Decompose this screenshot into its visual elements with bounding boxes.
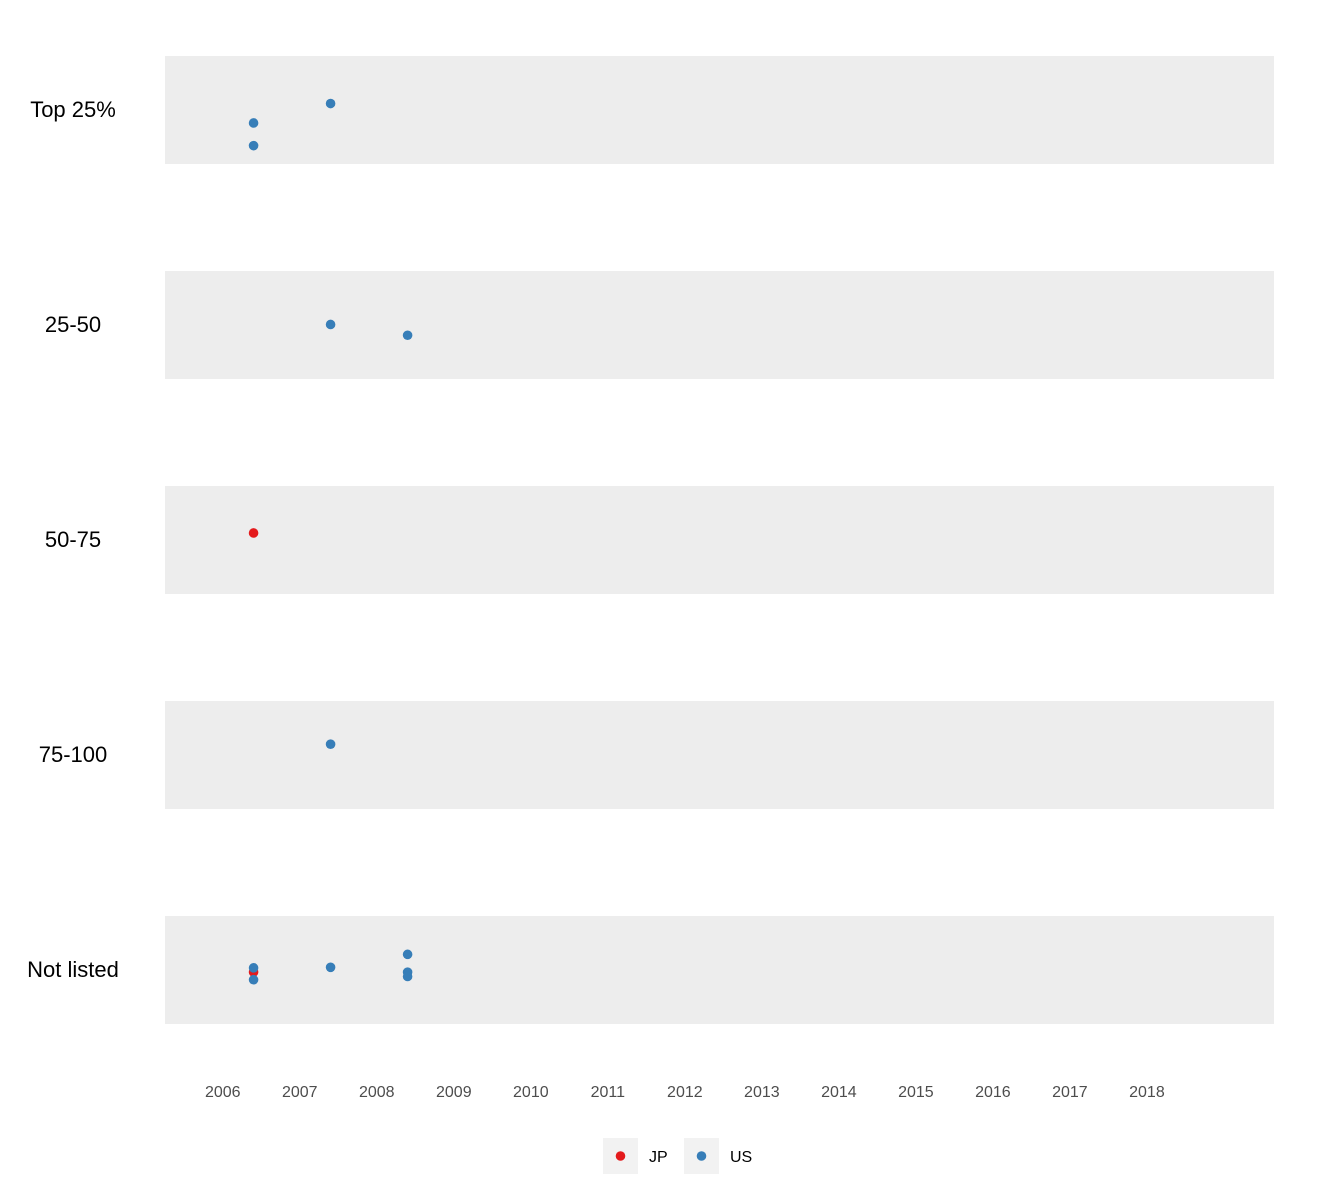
- y-label-75-100: 75-100: [39, 742, 108, 767]
- x-tick-2017: 2017: [1052, 1084, 1088, 1101]
- x-tick-2018: 2018: [1129, 1084, 1165, 1101]
- point-jp-0: [248, 528, 259, 538]
- x-tick-2014: 2014: [821, 1084, 857, 1101]
- legend-marker-jp: [615, 1151, 626, 1161]
- x-tick-2016: 2016: [975, 1084, 1011, 1101]
- x-tick-2015: 2015: [898, 1084, 934, 1101]
- band-50-75: [165, 486, 1274, 594]
- band-25-50: [165, 271, 1274, 379]
- point-us-3: [325, 319, 336, 330]
- y-label-top-25: Top 25%: [30, 97, 116, 122]
- legend-marker-us: [696, 1151, 707, 1161]
- x-axis-tick-labels: 2006 2007 2008 2009 2010 2011 2012 2013 2014 2015…: [205, 1084, 1165, 1101]
- point-us-0: [325, 98, 336, 109]
- x-tick-2009: 2009: [436, 1084, 472, 1101]
- x-tick-2008: 2008: [359, 1084, 395, 1101]
- band-not-listed: [165, 916, 1274, 1024]
- x-tick-2013: 2013: [744, 1084, 780, 1101]
- point-us-8: [325, 962, 336, 973]
- point-us-2: [248, 140, 259, 151]
- y-axis-labels: Top 25% 25-50 50-75 75-100 Not listed: [27, 97, 119, 982]
- x-tick-2006: 2006: [205, 1084, 241, 1101]
- band-75-100: [165, 701, 1274, 809]
- band-top-25: [165, 56, 1274, 164]
- point-us-1: [248, 118, 259, 128]
- legend-label-jp: JP: [649, 1149, 668, 1166]
- point-us-10: [402, 971, 413, 982]
- category-bands: [165, 56, 1274, 1024]
- y-label-25-50: 25-50: [45, 312, 101, 337]
- x-tick-2012: 2012: [667, 1084, 703, 1101]
- point-us-4: [402, 330, 413, 341]
- y-label-50-75: 50-75: [45, 527, 101, 552]
- point-us-7: [248, 963, 259, 973]
- x-tick-2010: 2010: [513, 1084, 549, 1101]
- point-us-6: [402, 949, 413, 960]
- data-points: [248, 98, 413, 985]
- legend: JP US: [603, 1138, 752, 1174]
- y-label-not-listed: Not listed: [27, 957, 119, 982]
- x-tick-2011: 2011: [591, 1084, 626, 1101]
- legend-label-us: US: [730, 1149, 752, 1166]
- point-us-11: [248, 974, 259, 985]
- x-tick-2007: 2007: [282, 1084, 318, 1101]
- point-us-5: [325, 739, 336, 749]
